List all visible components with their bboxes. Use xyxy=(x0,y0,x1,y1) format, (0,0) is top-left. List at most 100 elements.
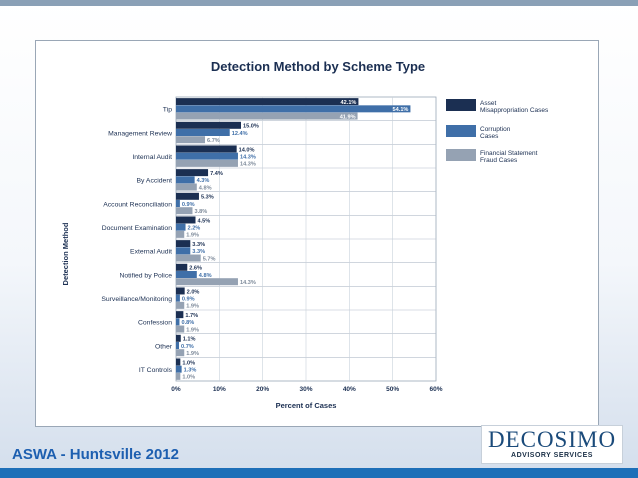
bar xyxy=(176,240,191,248)
data-label: 14.3% xyxy=(240,162,256,168)
bar xyxy=(176,301,185,309)
data-label: 1.7% xyxy=(185,313,198,319)
category-label: Confession xyxy=(138,320,172,327)
legend-swatch xyxy=(446,99,476,111)
bar xyxy=(176,105,411,113)
bar xyxy=(176,112,358,120)
data-label: 4.8% xyxy=(199,273,212,279)
data-label: 1.3% xyxy=(184,367,197,373)
data-label: 1.1% xyxy=(183,337,196,343)
decosimo-logo: DECOSIMO ADVISORY SERVICES xyxy=(481,425,623,464)
legend-label: Fraud Cases xyxy=(480,157,518,164)
category-label: Surveillance/Monitoring xyxy=(101,296,172,303)
bar xyxy=(176,349,185,357)
category-label: Internal Audit xyxy=(132,154,172,161)
logo-wordmark: DECOSIMO xyxy=(487,427,617,452)
x-tick-label: 10% xyxy=(213,386,226,393)
bar xyxy=(176,183,197,191)
data-label: 14.0% xyxy=(239,147,255,153)
bar xyxy=(176,192,199,200)
data-label: 0.9% xyxy=(182,202,195,208)
bar xyxy=(176,247,191,255)
data-label: 2.2% xyxy=(188,225,201,231)
category-label: IT Controls xyxy=(139,367,173,374)
category-label: Document Examination xyxy=(102,225,172,232)
bar xyxy=(176,278,238,286)
x-tick-label: 50% xyxy=(386,386,399,393)
legend-label: Asset xyxy=(480,100,496,107)
data-label: 3.3% xyxy=(192,249,205,255)
category-label: Notified by Police xyxy=(119,272,172,279)
data-label: 1.0% xyxy=(182,360,195,366)
bar xyxy=(176,294,180,302)
bar xyxy=(176,145,237,153)
bar xyxy=(176,136,206,144)
legend-label: Financial Statement xyxy=(480,150,538,157)
data-label: 1.9% xyxy=(186,304,199,310)
bar xyxy=(176,311,184,319)
data-label: 1.9% xyxy=(186,233,199,239)
legend-swatch xyxy=(446,149,476,161)
x-tick-label: 0% xyxy=(171,386,181,393)
bar xyxy=(176,263,188,271)
data-label: 54.1% xyxy=(393,107,409,113)
data-label: 15.0% xyxy=(243,124,259,130)
data-label: 14.3% xyxy=(240,154,256,160)
bar xyxy=(176,334,181,342)
bar xyxy=(176,207,193,215)
data-label: 4.5% xyxy=(198,218,211,224)
x-tick-label: 30% xyxy=(299,386,312,393)
legend-label: Misappropriation Cases xyxy=(480,107,549,114)
bar xyxy=(176,169,209,177)
footer-title: ASWA - Huntsville 2012 xyxy=(12,446,179,463)
data-label: 2.6% xyxy=(189,266,202,272)
bar xyxy=(176,176,195,184)
bar xyxy=(176,287,185,295)
data-label: 12.4% xyxy=(232,131,248,137)
bar xyxy=(176,372,181,380)
legend-swatch xyxy=(446,125,476,137)
bar xyxy=(176,223,186,231)
bar xyxy=(176,121,241,129)
data-label: 41.9% xyxy=(340,114,356,120)
chart-figure: Detection Method by Scheme Type Percent … xyxy=(35,40,599,427)
legend-label: Cases xyxy=(480,133,499,140)
data-label: 3.3% xyxy=(192,242,205,248)
data-label: 14.3% xyxy=(240,280,256,286)
data-label: 1.9% xyxy=(186,327,199,333)
bar xyxy=(176,325,185,333)
data-label: 1.0% xyxy=(182,375,195,381)
bar xyxy=(176,342,180,349)
x-tick-label: 60% xyxy=(429,386,442,393)
logo-tagline: ADVISORY SERVICES xyxy=(511,452,593,459)
category-label: Account Reconciliation xyxy=(103,201,172,208)
data-label: 4.3% xyxy=(197,178,210,184)
category-label: Other xyxy=(155,343,173,350)
bar xyxy=(176,152,238,160)
x-tick-label: 40% xyxy=(343,386,356,393)
data-label: 3.8% xyxy=(194,209,207,215)
legend-label: Corruption xyxy=(480,126,511,133)
data-label: 0.7% xyxy=(181,344,194,350)
bar xyxy=(176,254,201,262)
category-label: Tip xyxy=(163,107,172,114)
bar xyxy=(176,129,230,136)
data-label: 5.3% xyxy=(201,195,214,201)
bar xyxy=(176,98,359,106)
footer-band xyxy=(0,468,638,478)
bar xyxy=(176,230,185,238)
category-label: By Accident xyxy=(136,178,172,185)
chart-title: Detection Method by Scheme Type xyxy=(211,59,425,74)
data-label: 42.1% xyxy=(341,100,357,106)
bar xyxy=(176,200,180,207)
bar xyxy=(176,365,182,373)
data-label: 7.4% xyxy=(210,171,223,177)
bar xyxy=(176,318,180,326)
bar xyxy=(176,216,196,224)
data-label: 0.9% xyxy=(182,296,195,302)
y-axis-label: Detection Method xyxy=(61,222,70,285)
x-axis-label: Percent of Cases xyxy=(276,401,337,410)
x-tick-label: 20% xyxy=(256,386,269,393)
header-band xyxy=(0,0,638,6)
category-label: Management Review xyxy=(108,130,172,137)
